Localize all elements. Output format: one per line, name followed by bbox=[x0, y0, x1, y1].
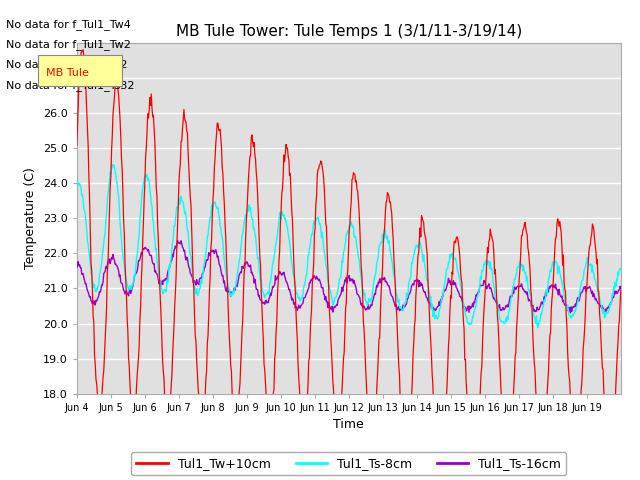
Text: No data for f_Tul1_Ts2: No data for f_Tul1_Ts2 bbox=[6, 60, 128, 71]
X-axis label: Time: Time bbox=[333, 418, 364, 431]
Title: MB Tule Tower: Tule Temps 1 (3/1/11-3/19/14): MB Tule Tower: Tule Temps 1 (3/1/11-3/19… bbox=[175, 24, 522, 39]
Text: No data for f_Tul1_Tw4: No data for f_Tul1_Tw4 bbox=[6, 19, 131, 30]
Text: No data for f_Tul1_Tw2: No data for f_Tul1_Tw2 bbox=[6, 39, 131, 50]
Text: No data for f_Tul1_Ts32: No data for f_Tul1_Ts32 bbox=[6, 80, 135, 91]
Y-axis label: Temperature (C): Temperature (C) bbox=[24, 168, 37, 269]
Text: MB Tule: MB Tule bbox=[46, 68, 89, 78]
Legend: Tul1_Tw+10cm, Tul1_Ts-8cm, Tul1_Ts-16cm: Tul1_Tw+10cm, Tul1_Ts-8cm, Tul1_Ts-16cm bbox=[131, 453, 566, 475]
